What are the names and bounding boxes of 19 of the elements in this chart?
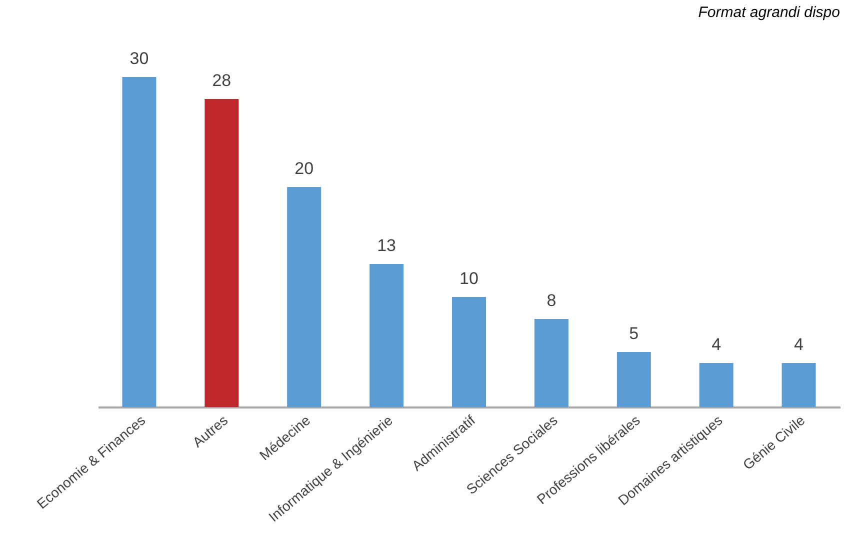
bar [122,77,156,407]
text: Format agrandi dispo [698,4,840,21]
data-label: 30 [130,49,149,68]
data-label: 4 [712,335,722,354]
data-label: 13 [377,236,396,255]
bar [287,187,322,407]
bar [370,264,404,407]
bar [782,363,816,407]
bar [452,297,486,407]
data-label: 20 [294,159,314,178]
data-label: 28 [212,71,232,90]
data-label: 4 [794,335,804,354]
bar [616,352,651,407]
data-label: 10 [460,269,478,288]
data-label: 5 [629,324,639,343]
bar [699,363,734,407]
data-label: 8 [546,291,556,310]
bar [534,319,568,407]
bar [204,99,239,407]
